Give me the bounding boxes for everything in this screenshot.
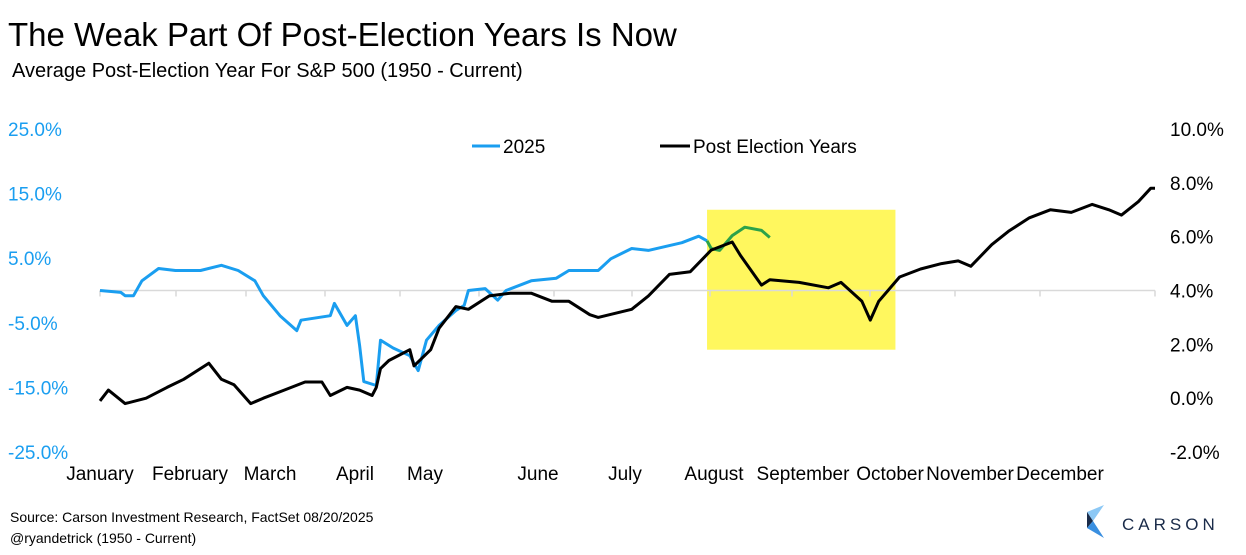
source-note: Source: Carson Investment Research, Fact…	[10, 509, 374, 525]
x-tick-label: March	[244, 464, 297, 485]
right-y-tick-label: 10.0%	[1170, 120, 1224, 141]
logo-text: CARSON	[1122, 515, 1219, 534]
left-y-tick-label: -15.0%	[8, 378, 68, 399]
x-tick-label: July	[608, 464, 642, 485]
logo-mark-icon	[1087, 505, 1104, 521]
right-y-tick-label: 0.0%	[1170, 389, 1213, 410]
chart-title: The Weak Part Of Post-Election Years Is …	[8, 16, 677, 53]
x-tick-label: September	[757, 464, 851, 485]
x-tick-label: August	[684, 464, 744, 485]
left-y-tick-label: 25.0%	[8, 120, 62, 141]
chart-subtitle: Average Post-Election Year For S&P 500 (…	[12, 60, 523, 82]
x-tick-label: October	[856, 464, 924, 485]
x-tick-label: April	[336, 464, 374, 485]
x-tick-label: June	[517, 464, 558, 485]
x-tick-label: January	[66, 464, 134, 485]
x-tick-label: May	[407, 464, 443, 485]
right-y-tick-label: 2.0%	[1170, 335, 1213, 356]
x-tick-label: February	[152, 464, 229, 485]
left-y-tick-label: -5.0%	[8, 314, 58, 335]
left-y-tick-label: 15.0%	[8, 185, 62, 206]
left-y-tick-label: -25.0%	[8, 443, 68, 464]
series-line-2025	[99, 234, 708, 387]
x-tick-label: November	[926, 464, 1014, 485]
credit-note: @ryandetrick (1950 - Current)	[10, 530, 197, 546]
highlight-box	[707, 209, 896, 350]
legend-label: Post Election Years	[693, 137, 857, 158]
right-y-tick-label: 4.0%	[1170, 282, 1213, 303]
series-line-post-election-years	[98, 186, 1155, 406]
right-y-tick-label: -2.0%	[1170, 443, 1220, 464]
right-y-tick-label: 6.0%	[1170, 228, 1213, 249]
logo-mark-icon	[1087, 512, 1093, 528]
logo-mark-icon	[1087, 521, 1104, 538]
x-tick-label: December	[1016, 464, 1104, 485]
legend-label: 2025	[503, 137, 545, 158]
right-y-tick-label: 8.0%	[1170, 174, 1213, 195]
left-y-tick-label: 5.0%	[8, 249, 51, 270]
